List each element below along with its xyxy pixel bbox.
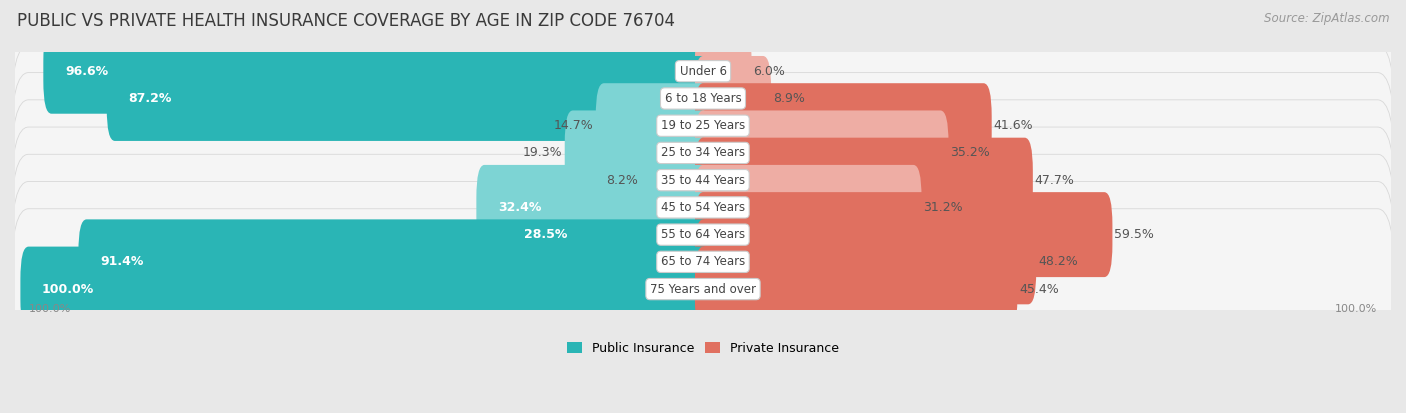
- Text: 28.5%: 28.5%: [524, 228, 568, 241]
- FancyBboxPatch shape: [11, 209, 1395, 369]
- FancyBboxPatch shape: [11, 45, 1395, 206]
- Text: 6.0%: 6.0%: [754, 65, 786, 78]
- FancyBboxPatch shape: [11, 154, 1395, 315]
- Text: 6 to 18 Years: 6 to 18 Years: [665, 92, 741, 105]
- FancyBboxPatch shape: [11, 0, 1395, 152]
- FancyBboxPatch shape: [11, 182, 1395, 342]
- Text: 32.4%: 32.4%: [498, 201, 541, 214]
- Text: 65 to 74 Years: 65 to 74 Years: [661, 255, 745, 268]
- Text: 87.2%: 87.2%: [128, 92, 172, 105]
- Text: 91.4%: 91.4%: [100, 255, 143, 268]
- Text: 55 to 64 Years: 55 to 64 Years: [661, 228, 745, 241]
- FancyBboxPatch shape: [21, 247, 711, 332]
- FancyBboxPatch shape: [695, 29, 752, 114]
- FancyBboxPatch shape: [695, 165, 921, 250]
- Text: 100.0%: 100.0%: [28, 304, 70, 314]
- Text: 48.2%: 48.2%: [1038, 255, 1078, 268]
- FancyBboxPatch shape: [695, 219, 1036, 304]
- Text: 35.2%: 35.2%: [950, 147, 990, 159]
- FancyBboxPatch shape: [11, 73, 1395, 233]
- FancyBboxPatch shape: [695, 56, 770, 141]
- FancyBboxPatch shape: [503, 192, 711, 277]
- Text: 75 Years and over: 75 Years and over: [650, 282, 756, 296]
- FancyBboxPatch shape: [695, 247, 1018, 332]
- FancyBboxPatch shape: [565, 110, 711, 195]
- Text: PUBLIC VS PRIVATE HEALTH INSURANCE COVERAGE BY AGE IN ZIP CODE 76704: PUBLIC VS PRIVATE HEALTH INSURANCE COVER…: [17, 12, 675, 31]
- Text: 31.2%: 31.2%: [924, 201, 963, 214]
- FancyBboxPatch shape: [640, 138, 711, 223]
- Text: 100.0%: 100.0%: [1336, 304, 1378, 314]
- Text: 96.6%: 96.6%: [65, 65, 108, 78]
- Text: 100.0%: 100.0%: [42, 282, 94, 296]
- Text: 45.4%: 45.4%: [1019, 282, 1059, 296]
- Text: Source: ZipAtlas.com: Source: ZipAtlas.com: [1264, 12, 1389, 25]
- FancyBboxPatch shape: [107, 56, 711, 141]
- FancyBboxPatch shape: [695, 192, 1112, 277]
- Text: 25 to 34 Years: 25 to 34 Years: [661, 147, 745, 159]
- Text: 19.3%: 19.3%: [523, 147, 562, 159]
- Text: 35 to 44 Years: 35 to 44 Years: [661, 173, 745, 187]
- FancyBboxPatch shape: [477, 165, 711, 250]
- FancyBboxPatch shape: [695, 138, 1033, 223]
- Legend: Public Insurance, Private Insurance: Public Insurance, Private Insurance: [562, 337, 844, 360]
- FancyBboxPatch shape: [11, 127, 1395, 288]
- Text: 45 to 54 Years: 45 to 54 Years: [661, 201, 745, 214]
- Text: 19 to 25 Years: 19 to 25 Years: [661, 119, 745, 132]
- Text: 59.5%: 59.5%: [1115, 228, 1154, 241]
- FancyBboxPatch shape: [44, 29, 711, 114]
- Text: 8.9%: 8.9%: [773, 92, 806, 105]
- Text: 8.2%: 8.2%: [606, 173, 637, 187]
- Text: Under 6: Under 6: [679, 65, 727, 78]
- Text: 47.7%: 47.7%: [1035, 173, 1074, 187]
- FancyBboxPatch shape: [11, 100, 1395, 261]
- FancyBboxPatch shape: [79, 219, 711, 304]
- FancyBboxPatch shape: [11, 18, 1395, 179]
- FancyBboxPatch shape: [695, 110, 949, 195]
- FancyBboxPatch shape: [695, 83, 991, 168]
- FancyBboxPatch shape: [596, 83, 711, 168]
- Text: 14.7%: 14.7%: [554, 119, 593, 132]
- Text: 41.6%: 41.6%: [994, 119, 1033, 132]
